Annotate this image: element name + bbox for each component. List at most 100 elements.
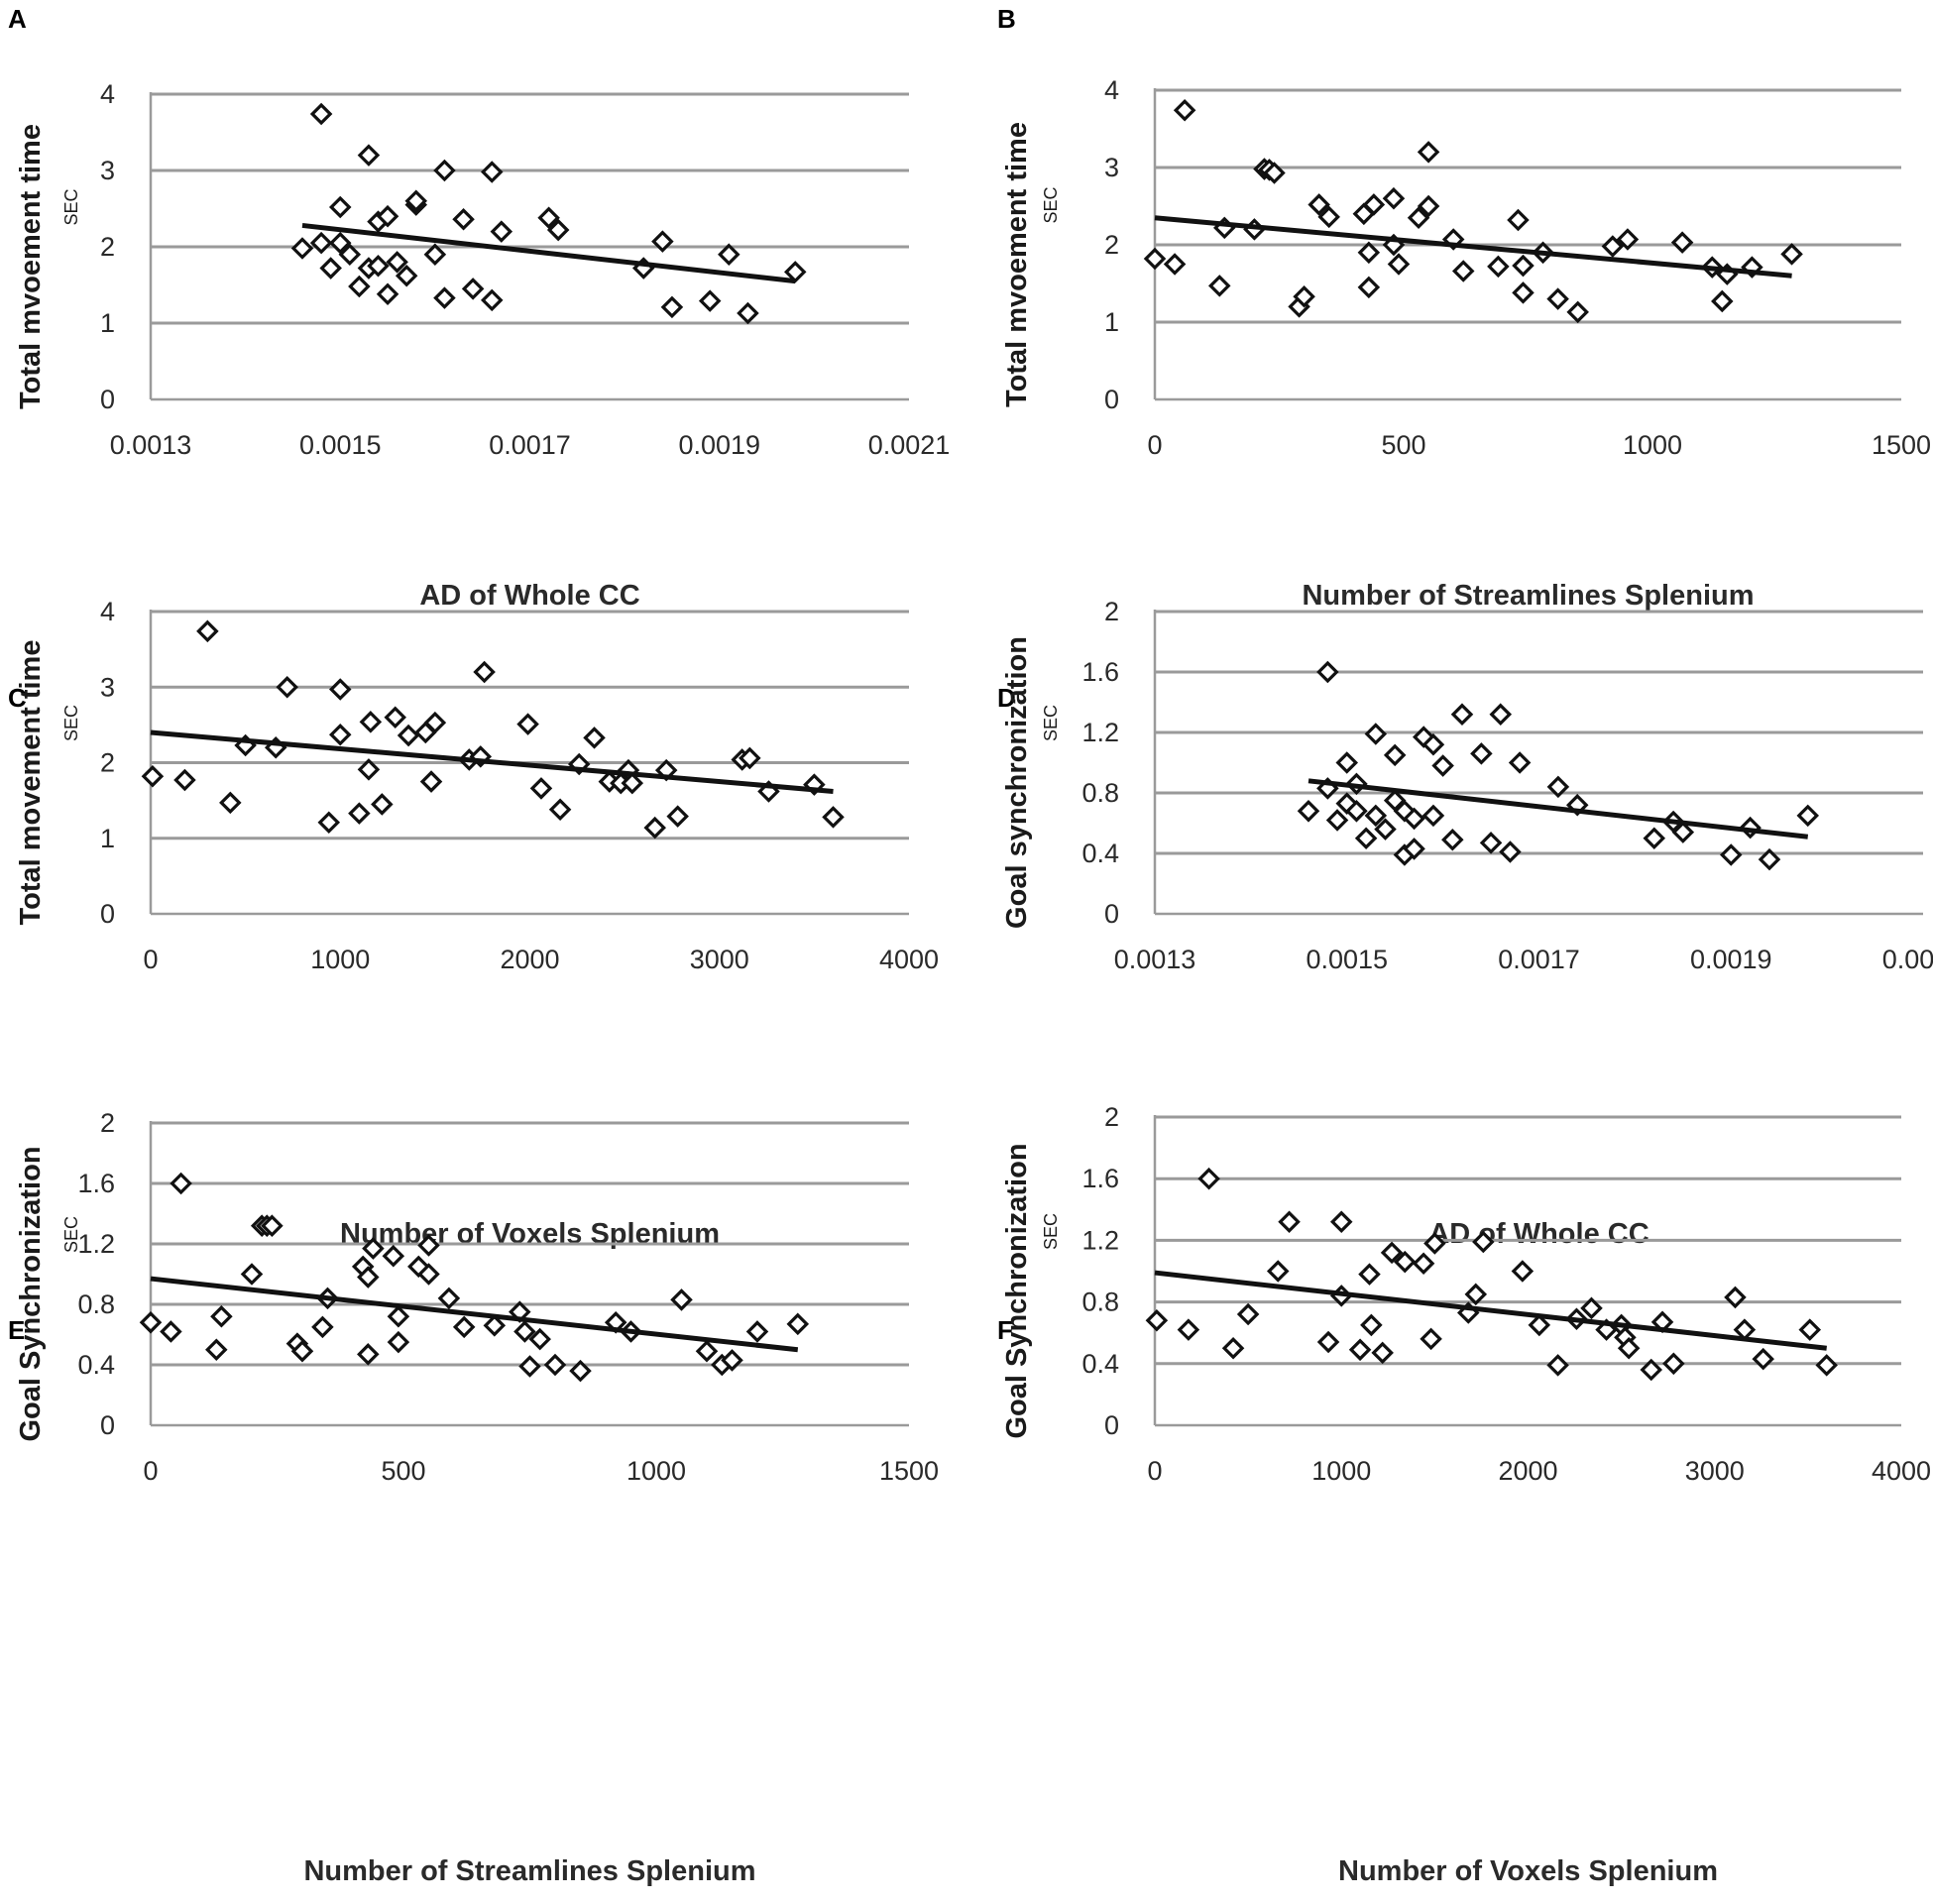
data-point	[537, 206, 560, 230]
data-point	[387, 1304, 410, 1328]
data-point	[528, 1327, 551, 1351]
x-tick-label: 0.0019	[1690, 945, 1772, 974]
data-point	[1207, 275, 1231, 297]
data-point	[338, 243, 362, 266]
data-point	[1417, 141, 1440, 164]
data-point	[1489, 703, 1513, 726]
data-point	[1348, 1338, 1372, 1362]
data-point	[205, 1338, 228, 1362]
data-point	[1616, 228, 1640, 251]
data-point	[395, 264, 418, 287]
data-point	[543, 1353, 567, 1377]
data-point	[433, 159, 456, 182]
data-point	[1662, 1352, 1685, 1376]
data-point	[141, 764, 165, 788]
data-point	[1412, 1252, 1435, 1275]
y-axis-label: Goal synchronization	[1001, 636, 1033, 929]
data-point	[1383, 743, 1407, 767]
data-point	[1752, 1347, 1774, 1371]
scatter-chart-f: 0 0.4 0.8 1.2 1.6 2 0 1000 2000 3000 4000 Number of…	[1001, 1102, 1931, 1887]
data-point	[1407, 206, 1430, 229]
data-point	[1640, 1358, 1663, 1382]
data-point	[461, 278, 485, 300]
y-axis-unit: SEC	[1041, 705, 1061, 741]
y-tick-label: 0.4	[77, 1350, 115, 1380]
scatter-chart-d: 0 0.4 0.8 1.2 1.6 2 0.0013 0.0015 0.0017 0.0019 0.…	[1001, 597, 1933, 1250]
data-point	[1403, 807, 1425, 831]
x-tick-label: 0.0021	[1882, 945, 1933, 974]
data-point	[670, 1288, 693, 1311]
data-point	[433, 286, 456, 309]
data-point	[437, 1287, 461, 1310]
x-tick-label: 1000	[1623, 430, 1682, 460]
data-point	[382, 1244, 405, 1268]
trend-line	[150, 729, 834, 794]
data-point	[1512, 281, 1535, 304]
data-point	[518, 1355, 541, 1378]
panel-letter-f: F	[997, 1315, 1013, 1345]
data-point	[210, 1304, 233, 1328]
data-point	[1758, 847, 1781, 871]
y-tick-label: 0	[100, 1410, 115, 1440]
data-point	[328, 195, 352, 219]
data-point	[1387, 253, 1411, 276]
data-point	[367, 254, 390, 278]
data-point	[1266, 1260, 1290, 1283]
x-tick-label: 4000	[879, 945, 939, 974]
data-point	[290, 237, 314, 260]
data-point	[1601, 235, 1625, 258]
y-tick-label: 2	[100, 232, 115, 262]
data-point	[1421, 804, 1445, 828]
data-point	[319, 257, 342, 280]
y-tick-label: 4	[1104, 75, 1119, 105]
data-point	[328, 724, 352, 746]
trend-line	[1154, 1270, 1827, 1351]
data-point	[417, 1263, 440, 1286]
y-axis-unit: SEC	[1041, 1213, 1061, 1250]
data-point	[721, 1349, 743, 1372]
y-tick-label: 1.6	[77, 1169, 115, 1198]
data-point	[529, 777, 553, 800]
data-point	[1263, 162, 1286, 184]
y-tick-label: 0.4	[1081, 1349, 1119, 1379]
x-axis-label: Number of Streamlines Splenium	[1302, 580, 1754, 612]
x-tick-label: 0	[1147, 430, 1162, 460]
data-point	[1380, 1241, 1404, 1265]
data-point	[1511, 1260, 1535, 1283]
y-tick-label: 3	[100, 672, 115, 702]
x-tick-label: 0.0017	[489, 430, 571, 460]
data-point	[643, 816, 666, 840]
data-point	[1796, 804, 1820, 828]
x-tick-label: 0.0019	[678, 430, 760, 460]
panel-letter-b: B	[997, 4, 1016, 34]
scatter-chart-e: 0 0.4 0.8 1.2 1.6 2 0 500 1000 1500 Number of Stre…	[15, 1108, 939, 1887]
panel-letter-d: D	[997, 683, 1016, 713]
data-point	[1308, 193, 1330, 216]
y-tick-label: 0.4	[1081, 839, 1119, 868]
data-point	[1364, 804, 1388, 828]
data-point	[311, 1315, 334, 1339]
data-point	[328, 678, 352, 701]
data-point	[1711, 289, 1734, 313]
data-point	[1507, 208, 1530, 232]
y-tick-label: 0.8	[1081, 778, 1119, 808]
panel-letter-e: E	[8, 1315, 26, 1345]
data-point	[1423, 1232, 1446, 1255]
panel-a: A 0 1 2 3 4 0.0013 0.0015 0.0017 0.0019 0.0021 AD …	[0, 0, 966, 634]
x-axis-label: Number of Voxels Splenium	[1338, 1855, 1718, 1887]
x-tick-label: 0	[1147, 1456, 1162, 1486]
data-point	[1617, 1336, 1641, 1360]
data-point	[376, 204, 399, 228]
data-point	[357, 758, 381, 781]
y-tick-label: 0.8	[77, 1289, 115, 1319]
x-axis-label: Number of Streamlines Splenium	[303, 1855, 755, 1887]
y-axis-unit: SEC	[61, 1216, 81, 1253]
data-point	[1173, 99, 1196, 122]
data-point	[1335, 751, 1359, 774]
data-point	[1450, 703, 1474, 726]
y-tick-label: 4	[100, 79, 115, 109]
data-point	[1487, 255, 1510, 279]
data-point	[404, 189, 428, 213]
data-point	[1345, 800, 1368, 823]
data-point	[362, 1237, 385, 1260]
